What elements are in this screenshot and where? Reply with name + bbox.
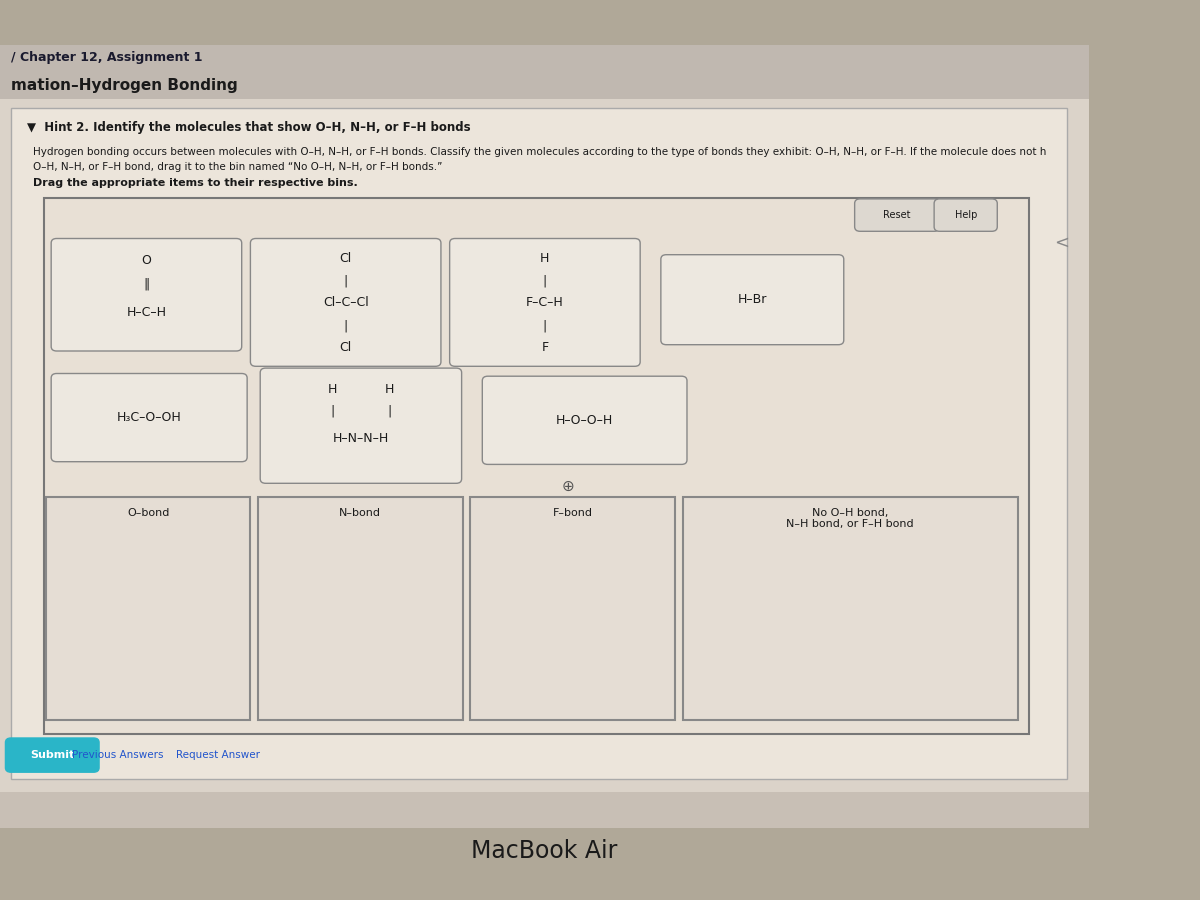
FancyBboxPatch shape [6,738,100,772]
Text: F–C–H: F–C–H [526,296,564,309]
Text: |: | [388,404,391,418]
Text: O–bond: O–bond [127,508,169,518]
Text: |: | [542,320,547,333]
FancyBboxPatch shape [0,45,1088,792]
Text: ‖: ‖ [143,278,150,291]
Text: H₃C–O–OH: H₃C–O–OH [116,411,181,424]
Text: H–C–H: H–C–H [126,306,167,319]
FancyBboxPatch shape [854,199,940,231]
Text: |: | [542,274,547,287]
FancyBboxPatch shape [258,497,463,720]
FancyBboxPatch shape [683,497,1018,720]
Text: N–bond: N–bond [340,508,382,518]
FancyBboxPatch shape [52,374,247,462]
Text: Reset: Reset [883,210,911,220]
Text: F: F [541,341,548,354]
FancyBboxPatch shape [251,238,440,366]
Text: Hydrogen bonding occurs between molecules with O–H, N–H, or F–H bonds. Classify : Hydrogen bonding occurs between molecule… [32,147,1046,157]
FancyBboxPatch shape [450,238,640,366]
FancyBboxPatch shape [0,45,1088,828]
Text: F–bond: F–bond [553,508,593,518]
FancyBboxPatch shape [661,255,844,345]
FancyBboxPatch shape [934,199,997,231]
Text: Previous Answers: Previous Answers [72,750,163,760]
FancyBboxPatch shape [0,45,1088,99]
Text: No O–H bond,
N–H bond, or F–H bond: No O–H bond, N–H bond, or F–H bond [786,508,914,529]
Text: Request Answer: Request Answer [175,750,259,760]
Text: Cl: Cl [340,341,352,354]
Text: H–O–O–H: H–O–O–H [556,414,613,427]
Text: H: H [328,383,337,396]
FancyBboxPatch shape [52,238,241,351]
FancyBboxPatch shape [482,376,686,464]
FancyBboxPatch shape [43,198,1028,734]
Text: / Chapter 12, Assignment 1: / Chapter 12, Assignment 1 [11,51,203,64]
Text: Cl: Cl [340,252,352,265]
FancyBboxPatch shape [470,497,676,720]
Text: Drag the appropriate items to their respective bins.: Drag the appropriate items to their resp… [32,178,358,188]
Text: ⊕: ⊕ [562,479,575,493]
FancyBboxPatch shape [260,368,462,483]
Text: |: | [343,320,348,333]
Text: H: H [540,252,550,265]
Text: O–H, N–H, or F–H bond, drag it to the bin named “No O–H, N–H, or F–H bonds.”: O–H, N–H, or F–H bond, drag it to the bi… [32,162,442,172]
Text: H: H [384,383,394,396]
Text: Cl–C–Cl: Cl–C–Cl [323,296,368,309]
Text: Submit: Submit [30,750,74,760]
Text: H–Br: H–Br [738,293,767,306]
FancyBboxPatch shape [46,497,251,720]
Text: ▼  Hint 2. Identify the molecules that show O–H, N–H, or F–H bonds: ▼ Hint 2. Identify the molecules that sh… [28,121,470,133]
Text: Help: Help [954,210,977,220]
FancyBboxPatch shape [11,108,1067,778]
Text: |: | [343,274,348,287]
Text: |: | [330,404,335,418]
Text: mation–Hydrogen Bonding: mation–Hydrogen Bonding [11,78,238,93]
Text: O: O [142,254,151,267]
Text: <: < [1054,234,1069,252]
Text: MacBook Air: MacBook Air [472,839,618,862]
Text: H–N–N–H: H–N–N–H [332,432,389,445]
